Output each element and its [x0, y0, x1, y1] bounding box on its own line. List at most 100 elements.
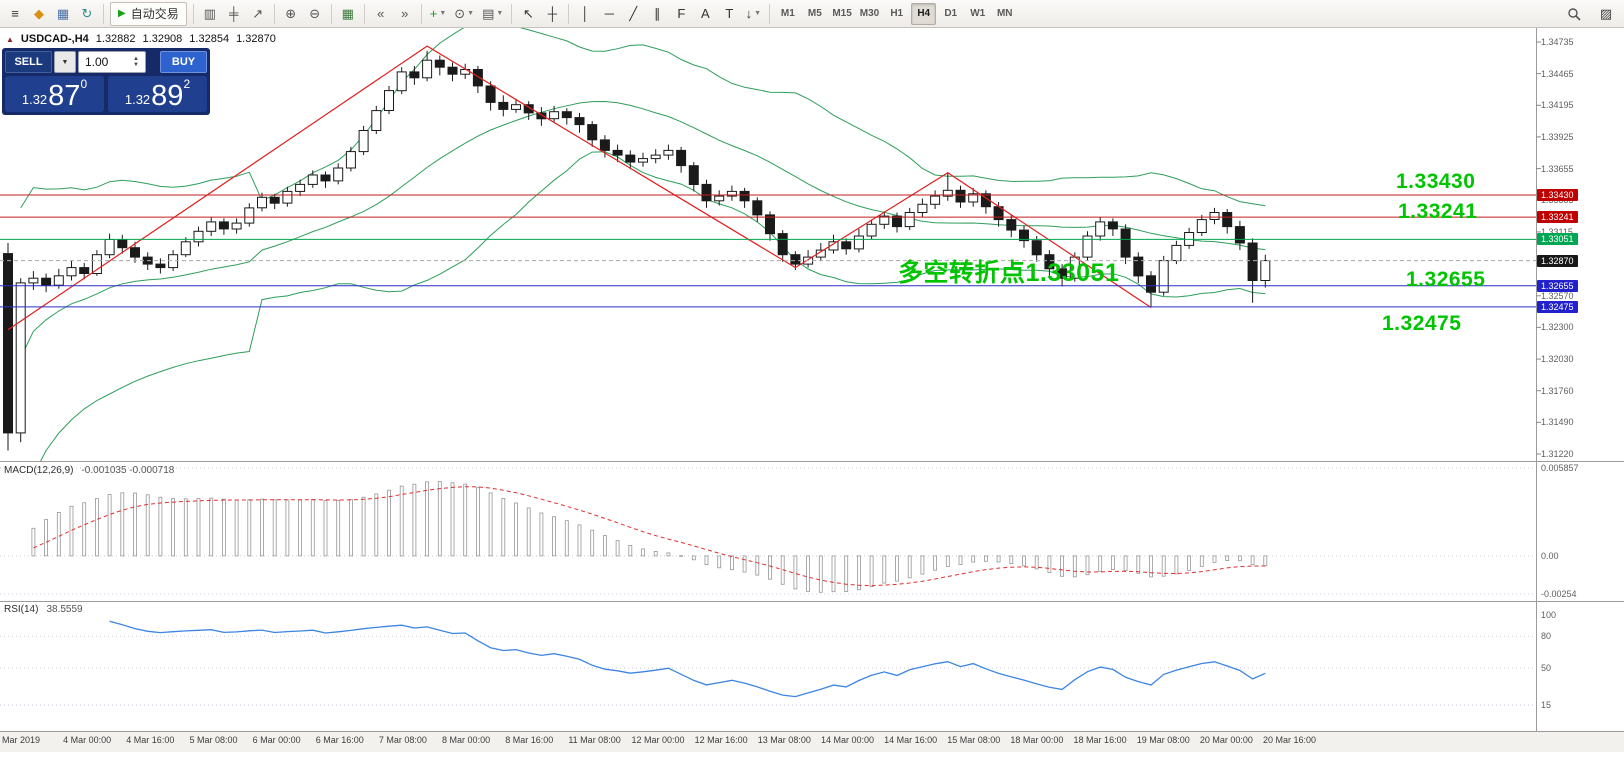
- bar-chart-button[interactable]: ▥: [199, 3, 221, 25]
- refresh-icon: ↻: [81, 6, 93, 21]
- text-icon: A: [700, 6, 710, 21]
- zoom-out-button[interactable]: ⊖: [304, 3, 326, 25]
- vertical-line-icon: │: [581, 6, 590, 21]
- sell-button[interactable]: SELL: [5, 51, 52, 73]
- chart-annotation: 1.33430: [1396, 170, 1476, 193]
- timeframe-m30-button[interactable]: M30: [859, 8, 880, 19]
- indicator-grid: [0, 467, 1536, 706]
- autotrading-label: 自动交易: [130, 7, 179, 21]
- search-icon: [1568, 8, 1581, 21]
- cursor-button[interactable]: ↖: [517, 3, 539, 25]
- trade-panel-prices: 1.32 87 0 1.32 89 2: [5, 76, 207, 112]
- time-axis-label: 4 Mar 16:00: [126, 735, 175, 745]
- time-axis-label: 18 Mar 00:00: [1010, 735, 1064, 745]
- macd-axis-label: 0.005857: [1541, 463, 1579, 473]
- indicators-icon: +: [429, 6, 438, 21]
- tile-windows-button[interactable]: ▦: [337, 3, 359, 25]
- line-chart-button[interactable]: ↗: [247, 3, 269, 25]
- chart-window-button[interactable]: ▦: [52, 3, 74, 25]
- panels-button[interactable]: ▨: [1595, 3, 1617, 25]
- toolbar-separator: [273, 3, 275, 24]
- new-order-button[interactable]: ◆: [28, 3, 50, 25]
- chevron-down-icon: ▼: [61, 58, 69, 66]
- new-order-icon: ◆: [34, 6, 44, 21]
- time-axis-label: 15 Mar 08:00: [947, 735, 1001, 745]
- chart-annotation: 1.32655: [1406, 268, 1486, 291]
- toolbar-group-windows: ▦: [336, 0, 360, 27]
- crosshair-icon: ┼: [547, 6, 557, 21]
- price-axis-label: 1.34735: [1541, 37, 1574, 47]
- fibonacci-button[interactable]: F: [670, 3, 692, 25]
- autotrading-button[interactable]: ▶ 自动交易: [110, 1, 187, 26]
- macd-label: MACD(12,26,9) -0.001035 -0.000718: [4, 465, 174, 476]
- chart-annotation: 1.32475: [1382, 312, 1462, 335]
- bollinger-lower-band: [40, 151, 1266, 461]
- rsi-axis-label: 80: [1541, 631, 1552, 642]
- timeframe-m1-button[interactable]: M1: [780, 8, 795, 19]
- volume-input[interactable]: [79, 55, 131, 69]
- zoom-in-button[interactable]: ⊕: [280, 3, 302, 25]
- volume-decrease-button[interactable]: ▼: [133, 62, 139, 68]
- macd-indicator: [31, 480, 1268, 593]
- channel-button[interactable]: ∥: [646, 3, 668, 25]
- buy-button[interactable]: BUY: [160, 51, 207, 73]
- chart-area: ▲ USDCAD-,H4 1.32882 1.32908 1.32854 1.3…: [0, 28, 1624, 775]
- toolbar-separator: [103, 3, 104, 24]
- horizontal-line-button[interactable]: ─: [598, 3, 620, 25]
- sell-price[interactable]: 1.32 87 0: [5, 76, 104, 112]
- templates-button[interactable]: ▤ ▼: [479, 3, 506, 25]
- price-axis-label: 1.33925: [1541, 131, 1574, 142]
- toolbar-separator: [769, 3, 771, 24]
- timeframe-m5-button[interactable]: M5: [807, 8, 822, 19]
- zigzag-line: [7, 45, 1152, 331]
- text-button[interactable]: A: [694, 3, 716, 25]
- channel-icon: ∥: [654, 6, 661, 21]
- toolbar-group-autotrading: ▶ 自动交易: [108, 0, 189, 27]
- timeframe-w1-button[interactable]: W1: [970, 8, 986, 19]
- candles-layer: [3, 50, 1271, 451]
- rsi-axis-label: 15: [1541, 700, 1552, 711]
- volume-increase-button[interactable]: ▲: [133, 56, 139, 62]
- indicators-button[interactable]: + ▼: [427, 3, 450, 25]
- timeframe-d1-button[interactable]: D1: [944, 8, 958, 19]
- periods-button[interactable]: ⊙ ▼: [451, 3, 477, 25]
- scroll-right-button[interactable]: »: [394, 3, 416, 25]
- scroll-left-button[interactable]: «: [370, 3, 392, 25]
- timeframe-m15-button[interactable]: M15: [832, 8, 852, 19]
- time-axis-label: 6 Mar 16:00: [315, 735, 364, 745]
- timeframe-h4-button[interactable]: H4: [911, 2, 937, 25]
- price-badge: 1.33051: [1537, 233, 1578, 246]
- candlestick-chart-button[interactable]: ╪: [223, 3, 245, 25]
- tile-windows-icon: ▦: [341, 6, 354, 21]
- crosshair-button[interactable]: ┼: [541, 3, 563, 25]
- price-badge: 1.33241: [1537, 211, 1578, 224]
- trendline-button[interactable]: ╱: [622, 3, 644, 25]
- price-badge: 1.32475: [1537, 300, 1578, 313]
- time-axis-label: 4 Mar 00:00: [63, 735, 112, 745]
- buy-price-prefix: 1.32: [124, 92, 151, 107]
- arrows-button[interactable]: ↓ ▼: [742, 3, 764, 25]
- chart-annotation: 多空转折点1.33051: [898, 259, 1120, 287]
- timeframe-h1-button[interactable]: H1: [890, 8, 904, 19]
- toolbar-separator: [511, 3, 513, 24]
- buy-price[interactable]: 1.32 89 2: [108, 76, 207, 112]
- chevron-down-icon: ▼: [467, 10, 475, 17]
- symbol-marker-icon: ▲: [6, 34, 14, 44]
- text-label-icon: T: [725, 6, 734, 21]
- toolbar-group-timeframes: M1 M5 M15 M30 H1 H4 D1 W1 MN: [774, 0, 1018, 27]
- vertical-line-button[interactable]: │: [574, 3, 596, 25]
- menu-button[interactable]: ≡: [4, 3, 26, 25]
- price-badge: 1.32655: [1537, 279, 1578, 292]
- toolbar-group-chart-type: ▥ ╪ ↗: [198, 0, 270, 27]
- chart-window-icon: ▦: [56, 6, 70, 21]
- ohlc-open: 1.32882: [95, 33, 136, 45]
- text-label-button[interactable]: T: [718, 3, 740, 25]
- search-button[interactable]: [1563, 3, 1585, 25]
- buy-price-big: 89: [151, 80, 184, 112]
- chart-canvas: [0, 28, 1624, 732]
- order-type-dropdown[interactable]: ▼: [54, 51, 76, 73]
- timeframe-mn-button[interactable]: MN: [996, 8, 1013, 19]
- time-axis: [0, 732, 1624, 752]
- refresh-button[interactable]: ↻: [76, 3, 98, 25]
- sell-price-big: 87: [48, 80, 81, 112]
